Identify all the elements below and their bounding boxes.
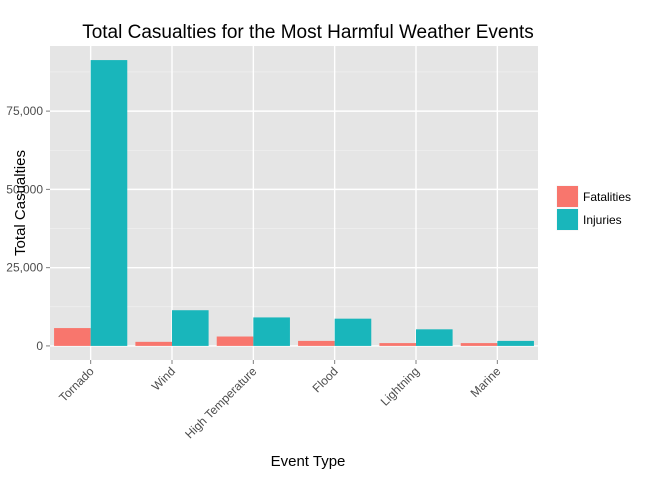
y-tick-label: 25,000 [6, 261, 43, 275]
minor-gridlines [50, 71, 538, 308]
bars [54, 60, 534, 346]
y-axis-title: Total Casualties [12, 150, 29, 256]
bar-fatalities-lightning [379, 343, 416, 346]
x-axis-title: Event Type [271, 453, 346, 470]
y-tick-label: 0 [36, 339, 43, 353]
bar-fatalities-flood [298, 340, 335, 346]
bar-injuries-tornado [90, 60, 128, 346]
bar-fatalities-tornado [54, 328, 91, 346]
bar-injuries-high-temperature [253, 317, 290, 346]
x-tick-label: Flood [310, 364, 341, 395]
x-tick-label: Tornado [56, 364, 97, 405]
x-tick-label: High Temperature [182, 364, 259, 441]
chart-title: Total Casualties for the Most Harmful We… [82, 22, 534, 43]
y-axis-ticks: 0 25,000 50,000 75,000 [6, 104, 50, 353]
bar-fatalities-high-temperature [216, 336, 254, 346]
legend-label-fatalities: Fatalities [583, 190, 631, 204]
y-tick-label: 50,000 [6, 182, 43, 196]
bar-injuries-wind [172, 310, 209, 346]
x-tick-label: Marine [468, 364, 504, 400]
bar-injuries-flood [334, 318, 372, 346]
legend-swatch-injuries [557, 209, 578, 230]
bar-fatalities-wind [135, 341, 172, 346]
legend-swatch-fatalities [557, 186, 578, 207]
bar-injuries-lightning [416, 329, 453, 346]
x-tick-label: Lightning [378, 364, 422, 408]
plot-panel [50, 46, 538, 360]
x-axis-ticks: Tornado Wind High Temperature Flood Lightnin… [56, 360, 504, 441]
bar-fatalities-marine [460, 343, 498, 346]
x-tick-label: Wind [149, 364, 178, 393]
legend-label-injuries: Injuries [583, 213, 622, 227]
legend: Fatalities Injuries [555, 184, 631, 232]
y-tick-label: 75,000 [6, 104, 43, 118]
bar-injuries-marine [497, 340, 534, 346]
